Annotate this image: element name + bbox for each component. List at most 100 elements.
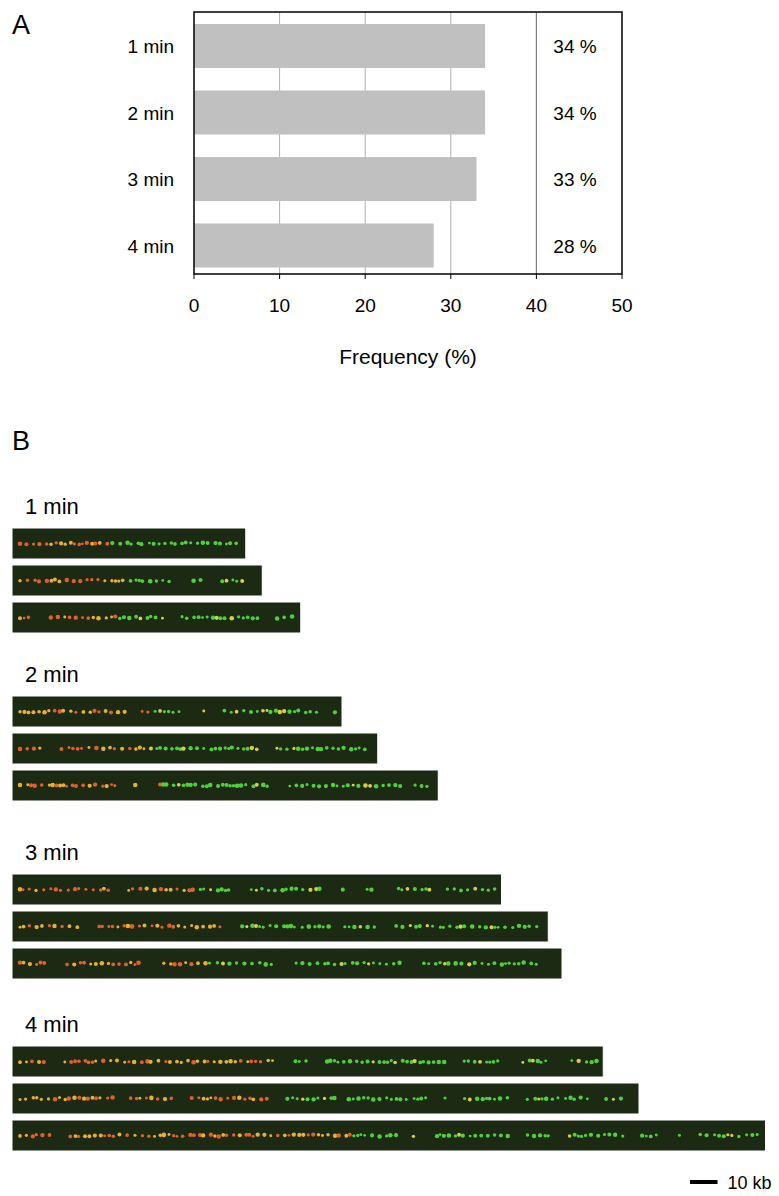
fiber-signal: [108, 746, 112, 750]
fiber-signal: [254, 1060, 257, 1063]
fiber-signal: [202, 887, 205, 890]
fiber-signal: [25, 1060, 28, 1063]
fiber-signal: [226, 1097, 229, 1100]
fiber-signal: [235, 961, 238, 964]
bars: [194, 24, 485, 268]
fiber-signal: [169, 962, 172, 965]
fiber-signal: [171, 925, 175, 929]
scale-bar: [690, 1180, 718, 1184]
fiber-signal: [106, 888, 110, 892]
fiber-signal: [83, 1134, 87, 1138]
fiber-signal: [98, 1096, 101, 1099]
fiber-signal: [40, 924, 44, 928]
fiber-signal: [348, 1133, 352, 1137]
fiber-signal: [568, 1096, 572, 1100]
fiber-signal: [18, 887, 23, 892]
fiber-signal: [401, 1059, 405, 1063]
fiber-signal: [190, 924, 193, 927]
fiber-signal: [356, 1134, 359, 1137]
fiber-signal: [274, 709, 278, 713]
fiber-signal: [118, 542, 122, 546]
fiber-signal: [209, 888, 212, 891]
fiber-signal: [287, 710, 291, 714]
fiber-signal: [114, 579, 118, 583]
fiber-signal: [278, 710, 282, 714]
fiber-signal: [93, 1134, 97, 1138]
fiber-signal: [109, 710, 113, 714]
fiber-signal: [69, 1060, 73, 1064]
fiber-signal: [177, 924, 181, 928]
fiber-signal: [358, 746, 361, 749]
tick-label: 20: [355, 295, 376, 316]
fiber-signal: [209, 1096, 212, 1099]
fiber-signal: [140, 579, 144, 583]
fiber-signal: [412, 1135, 415, 1138]
fiber-signal: [521, 960, 526, 965]
fiber-signal: [32, 543, 35, 546]
fiber-signal: [121, 578, 125, 582]
fiber-signal: [213, 1134, 217, 1138]
fiber-signal: [244, 783, 247, 786]
fiber-signal: [159, 1134, 163, 1138]
fiber-signal: [61, 709, 65, 713]
fiber-signal: [363, 747, 367, 751]
fiber-signal: [168, 1060, 172, 1064]
fiber-signal: [74, 711, 77, 714]
fiber-signal: [105, 542, 109, 546]
fiber-signal: [285, 1097, 289, 1101]
fiber-signal: [126, 924, 131, 929]
fiber-signal: [473, 1134, 477, 1138]
fiber-signal: [301, 888, 304, 891]
fiber-signal: [511, 926, 514, 929]
fiber-signal: [394, 924, 398, 928]
fiber-signal: [48, 924, 51, 927]
fiber-signal: [296, 746, 300, 750]
fiber-signal: [387, 783, 391, 787]
fiber-signal: [238, 1133, 242, 1137]
fiber-signal: [154, 710, 157, 713]
fiber: [12, 733, 378, 764]
fiber-signal: [86, 616, 90, 620]
fiber-signal: [219, 887, 223, 891]
fiber-signal: [177, 783, 181, 787]
fiber-signal: [425, 785, 428, 788]
fiber-signal: [33, 579, 36, 582]
category-label: 1 min: [128, 36, 174, 57]
fiber-signal: [158, 542, 161, 545]
fiber-signal: [342, 1060, 346, 1064]
fiber-signal: [110, 783, 113, 786]
fiber-signal: [167, 710, 170, 713]
fiber-signal: [28, 962, 32, 966]
fiber-signal: [50, 579, 54, 583]
fiber-signal: [259, 1097, 263, 1101]
fiber-signal: [209, 1132, 213, 1136]
fiber-signal: [454, 1134, 457, 1137]
fiber-signal: [188, 1133, 192, 1137]
fiber-signal: [300, 961, 304, 965]
fiber-signal: [176, 1135, 179, 1138]
fiber-signal: [67, 889, 70, 892]
fiber-signal: [31, 710, 35, 714]
fiber-signal: [413, 783, 416, 786]
fiber-signal: [372, 1060, 375, 1063]
fiber-signal: [363, 1134, 366, 1137]
fiber-signal: [156, 1097, 159, 1100]
fiber-signal: [25, 747, 29, 751]
fiber-signal: [55, 783, 59, 787]
fiber-signal: [235, 783, 240, 788]
fiber-signal: [535, 963, 538, 966]
fiber-signal: [18, 783, 23, 788]
fiber-signal: [186, 1059, 190, 1063]
fiber-signal: [369, 887, 373, 891]
fiber-signal: [250, 746, 254, 750]
fiber-signal: [208, 962, 211, 965]
fiber-signal: [128, 747, 131, 750]
fiber-signal: [539, 1061, 542, 1064]
fiber-signal: [22, 925, 26, 929]
fiber-signal: [313, 925, 316, 928]
fiber-signal: [216, 888, 220, 892]
panel-a: 1 min34 %2 min34 %3 min33 %4 min28 %0102…: [128, 12, 633, 368]
fiber-signal: [486, 1134, 490, 1138]
fiber-signal: [202, 710, 205, 713]
fiber-signal: [390, 1098, 393, 1101]
